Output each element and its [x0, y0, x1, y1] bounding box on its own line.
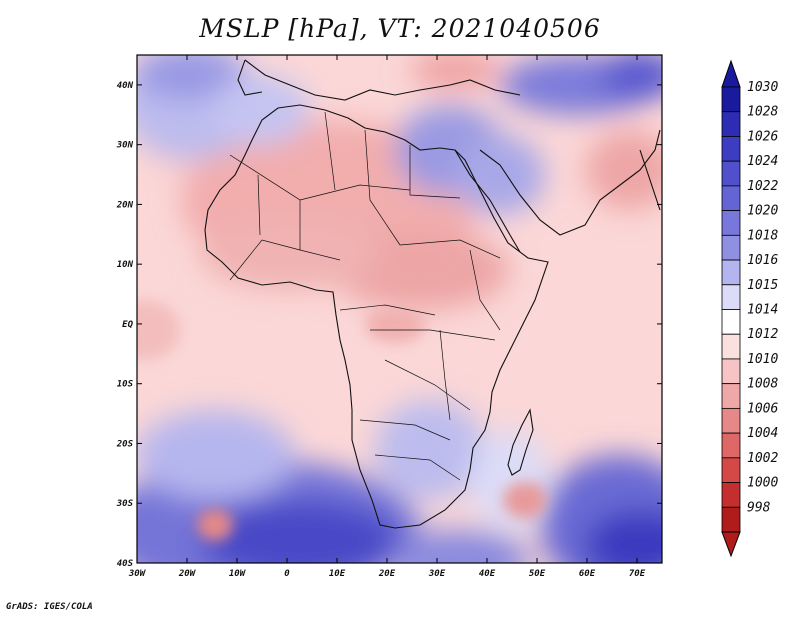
colorbar-label: 1010	[747, 352, 778, 367]
colorbar-label: 998	[747, 500, 771, 515]
latitude-axis: 40N 30N 20N 10N EQ 10S 20S 30S 40S	[116, 81, 662, 569]
colorbar-swatch	[721, 333, 741, 360]
lon-tick-label: 30E	[428, 569, 446, 579]
colorbar-label: 1016	[747, 253, 778, 268]
lat-tick-label: 20N	[116, 200, 134, 210]
colorbar-swatch	[721, 284, 741, 310]
colorbar-arrow-bottom	[721, 531, 741, 558]
colorbar-label: 1026	[747, 129, 778, 144]
lon-tick-label: 10W	[229, 569, 247, 579]
lat-tick-label: 30S	[116, 499, 134, 509]
colorbar-label: 1024	[747, 154, 778, 169]
colorbar-swatch	[721, 457, 741, 483]
lat-tick-label: 30N	[116, 141, 134, 151]
colorbar-label: 1002	[747, 451, 778, 466]
lon-tick-label: 60E	[579, 569, 596, 579]
colorbar-label: 1006	[747, 401, 778, 416]
coastline	[204, 59, 661, 529]
colorbar-swatch	[721, 111, 741, 137]
colorbar-label: 1015	[747, 278, 778, 293]
colorbar-label: 1020	[747, 204, 778, 219]
plot-frame	[136, 54, 663, 564]
colorbar-swatch	[721, 309, 741, 335]
colorbar-swatch	[721, 383, 741, 409]
colorbar-arrow-top	[721, 59, 741, 88]
colorbar-swatch	[721, 234, 741, 261]
colorbar-label: 1008	[747, 377, 778, 392]
colorbar-label: 1022	[747, 179, 778, 194]
colorbar-label: 1028	[747, 105, 778, 120]
lon-tick-label: 20E	[378, 569, 396, 579]
colorbar-label: 1018	[747, 228, 778, 243]
colorbar-label: 1004	[747, 426, 778, 441]
lat-tick-label: 40N	[117, 81, 134, 91]
colorbar-swatch	[721, 358, 741, 385]
colorbar-label: 1000	[747, 476, 778, 491]
colorbar-label: 1012	[747, 327, 778, 342]
lon-tick-label: 10E	[329, 569, 346, 579]
longitude-axis: 30W 20W 10W 0 10E 20E 30E 40E 50E 60E 70E	[128, 55, 646, 579]
lon-tick-label: 20W	[178, 569, 197, 579]
lon-tick-label: 30W	[128, 569, 147, 579]
colorbar-swatch	[721, 506, 741, 533]
map-title: MSLP [hPa], VT: 2021040506	[199, 14, 601, 43]
lat-tick-label: 20S	[116, 439, 134, 449]
colorbar-label: 1014	[747, 303, 778, 318]
lat-tick-label: EQ	[122, 320, 133, 330]
colorbar-swatch	[721, 259, 741, 286]
country-borders	[229, 111, 501, 481]
colorbar-swatch	[721, 407, 741, 434]
colorbar-swatch	[721, 432, 741, 459]
colorbar-swatch	[721, 185, 741, 212]
credit-text: GrADS: IGES/COLA	[6, 602, 93, 612]
lon-tick-label: 0	[284, 569, 290, 579]
lat-tick-label: 10S	[117, 380, 134, 390]
lon-tick-label: 70E	[629, 569, 646, 579]
lat-tick-label: 40S	[117, 559, 134, 569]
colorbar-swatch	[721, 160, 741, 187]
colorbar: 1030 1028 1026 1024 1022 1020 1018 1016 1015 1014…	[721, 59, 778, 558]
lat-tick-label: 10N	[117, 260, 134, 270]
pressure-field	[137, 55, 662, 563]
colorbar-label: 1030	[747, 80, 778, 95]
lon-tick-label: 40E	[479, 569, 496, 579]
colorbar-swatch	[721, 482, 741, 508]
colorbar-swatch	[721, 210, 741, 236]
lon-tick-label: 50E	[529, 569, 546, 579]
colorbar-swatch	[721, 136, 741, 162]
colorbar-swatch	[721, 86, 741, 113]
